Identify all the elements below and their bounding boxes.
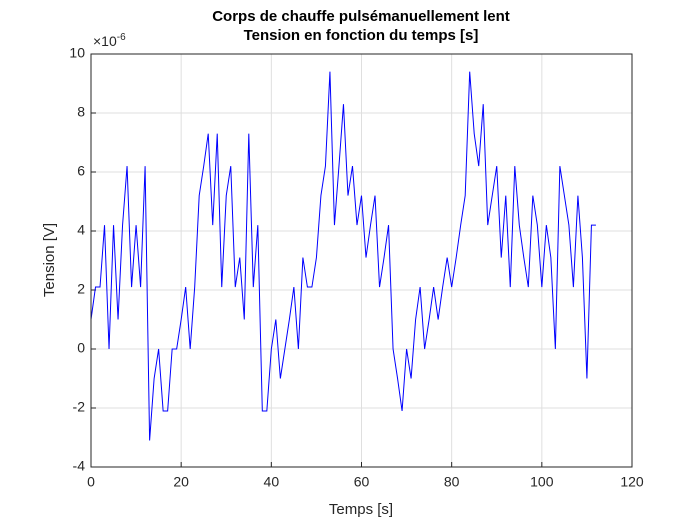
y-tick-label: -4	[73, 458, 86, 474]
chart-subtitle: Tension en fonction du temps [s]	[244, 27, 479, 44]
axes-box	[90, 53, 633, 468]
y-tick-label: 6	[77, 163, 85, 179]
y-scale-base: ×10	[93, 33, 117, 49]
y-tick-label: 4	[77, 222, 85, 238]
data-line	[90, 71, 596, 441]
x-tick-label: 20	[173, 474, 189, 490]
x-tick-label: 0	[87, 474, 95, 490]
y-axis-label: Tension [V]	[41, 223, 58, 297]
y-scale-label: ×10-6	[93, 32, 126, 49]
x-tick-label: 80	[444, 474, 460, 490]
y-tick-label: 2	[77, 281, 85, 297]
y-tick-label: -2	[73, 399, 86, 415]
y-tick-label: 8	[77, 104, 85, 120]
y-tick-label: 0	[77, 340, 85, 356]
y-scale-exponent: -6	[117, 32, 126, 43]
x-tick-label: 100	[530, 474, 554, 490]
x-tick-label: 40	[264, 474, 280, 490]
chart-title: Corps de chauffe pulsémanuellement lent	[212, 8, 510, 25]
x-tick-label: 120	[620, 474, 644, 490]
x-tick-label: 60	[354, 474, 370, 490]
y-tick-label: 10	[69, 45, 85, 61]
x-axis-label: Temps [s]	[329, 501, 393, 518]
